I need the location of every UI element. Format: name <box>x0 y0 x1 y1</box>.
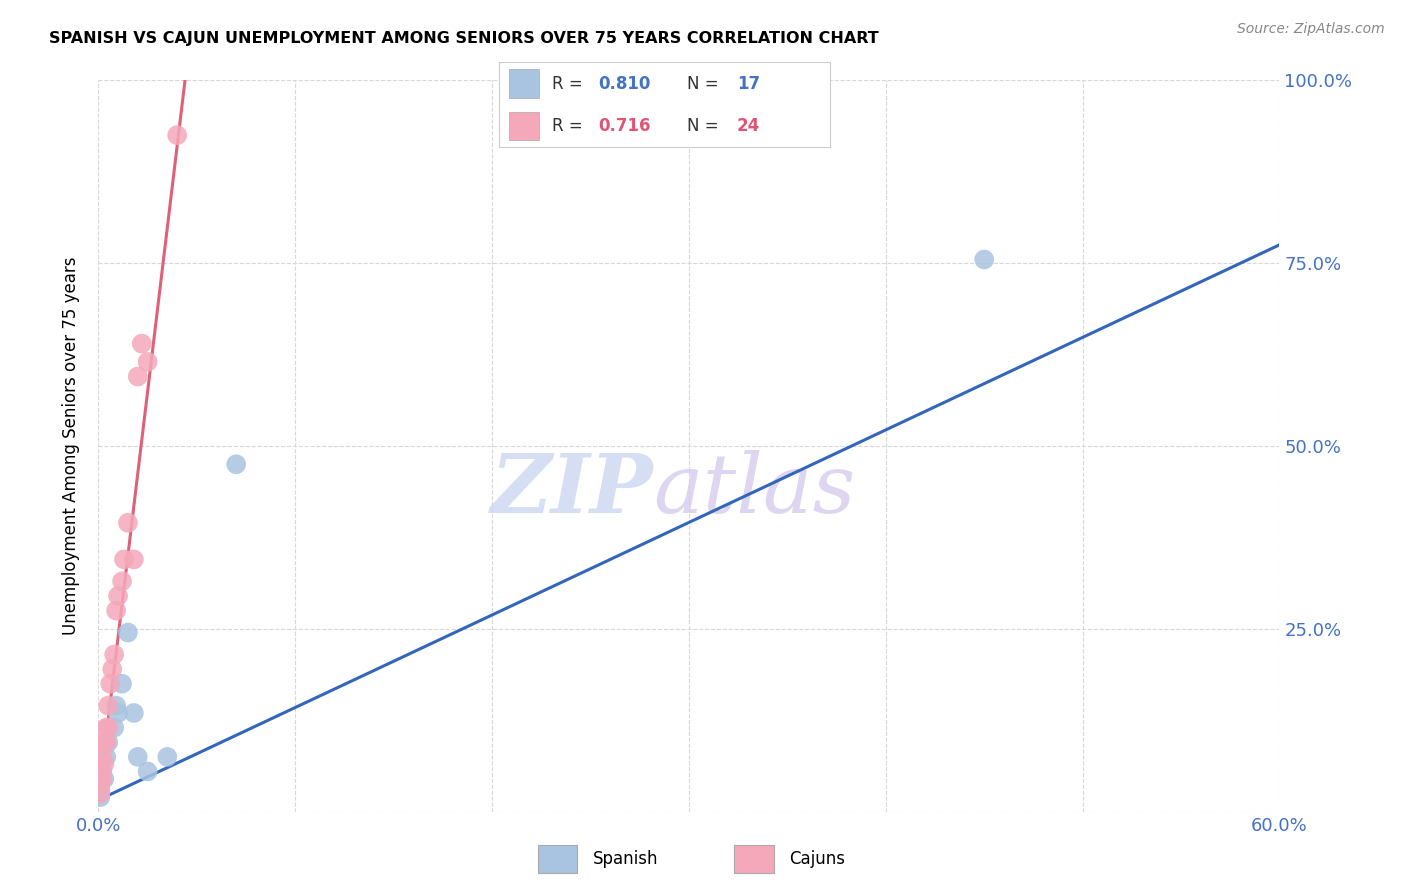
Point <box>97 721 120 735</box>
Point <box>136 764 159 779</box>
Text: 17: 17 <box>737 75 761 93</box>
Bar <box>537 845 576 872</box>
Text: R =: R = <box>553 117 588 135</box>
Point <box>166 128 188 143</box>
Bar <box>734 845 773 872</box>
Point <box>225 458 247 472</box>
Point <box>105 603 128 617</box>
Point <box>112 552 135 566</box>
Point <box>131 336 153 351</box>
Point <box>91 764 114 779</box>
Text: Source: ZipAtlas.com: Source: ZipAtlas.com <box>1237 22 1385 37</box>
Point <box>122 552 145 566</box>
Text: N =: N = <box>688 117 724 135</box>
Text: 24: 24 <box>737 117 761 135</box>
Point <box>97 735 120 749</box>
Text: N =: N = <box>688 75 724 93</box>
Point <box>89 787 111 801</box>
Text: 0.810: 0.810 <box>599 75 651 93</box>
Point <box>89 790 111 805</box>
Point <box>97 698 120 713</box>
Point <box>105 698 128 713</box>
Text: Cajuns: Cajuns <box>790 849 845 868</box>
Point <box>127 749 149 764</box>
Bar <box>509 112 538 140</box>
Point <box>117 516 139 530</box>
Text: 0.716: 0.716 <box>599 117 651 135</box>
Point <box>93 757 115 772</box>
Point <box>98 676 121 690</box>
Text: atlas: atlas <box>654 450 856 530</box>
Point <box>93 772 115 786</box>
Point <box>107 706 129 720</box>
Point <box>96 721 118 735</box>
Point <box>89 764 111 779</box>
Point <box>101 662 124 676</box>
Point <box>122 706 145 720</box>
Point <box>91 749 114 764</box>
Point <box>156 749 179 764</box>
Point <box>96 749 118 764</box>
Text: R =: R = <box>553 75 588 93</box>
Text: ZIP: ZIP <box>491 450 654 530</box>
Point <box>111 676 134 690</box>
Point <box>117 625 139 640</box>
Point <box>103 721 125 735</box>
Point <box>103 648 125 662</box>
Point <box>973 252 995 267</box>
Bar <box>509 70 538 98</box>
Point <box>111 574 134 589</box>
Point <box>91 772 114 786</box>
Point <box>89 782 111 797</box>
Point <box>89 777 111 791</box>
Y-axis label: Unemployment Among Seniors over 75 years: Unemployment Among Seniors over 75 years <box>62 257 80 635</box>
Point <box>136 355 159 369</box>
Text: SPANISH VS CAJUN UNEMPLOYMENT AMONG SENIORS OVER 75 YEARS CORRELATION CHART: SPANISH VS CAJUN UNEMPLOYMENT AMONG SENI… <box>49 31 879 46</box>
Text: Spanish: Spanish <box>593 849 658 868</box>
Point <box>93 735 115 749</box>
Point <box>107 589 129 603</box>
Point <box>96 735 118 749</box>
Point <box>127 369 149 384</box>
